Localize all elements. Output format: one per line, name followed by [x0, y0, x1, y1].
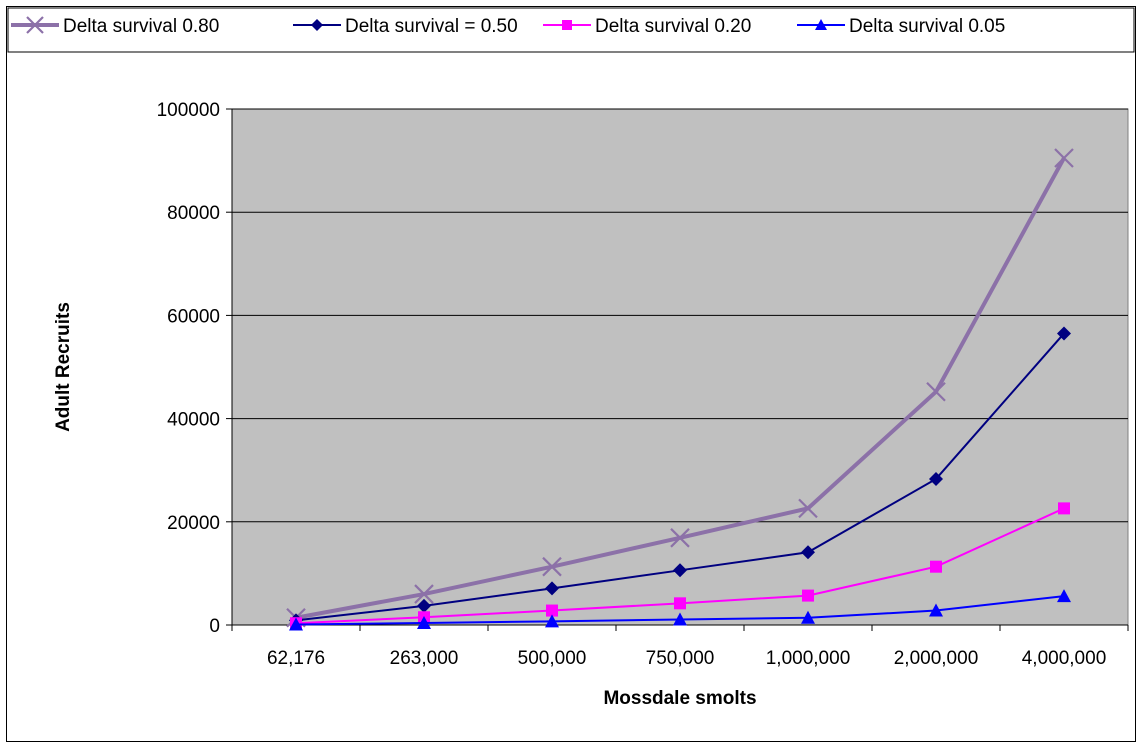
data-point [674, 597, 686, 610]
data-point [929, 603, 943, 617]
data-point [673, 563, 687, 578]
data-point [926, 381, 946, 402]
data-point [1058, 502, 1070, 515]
y-tick-label: 80000 [167, 203, 220, 224]
y-tick-label: 60000 [167, 306, 220, 327]
series [289, 589, 1071, 631]
data-point [542, 556, 562, 577]
y-tick-labels: 0 20000 40000 60000 80000 100000 [157, 100, 220, 637]
x-tick-label: 4,000,000 [1022, 648, 1107, 669]
legend-item: Delta survival 0.20 [543, 16, 751, 37]
chart-frame: Delta survival 0.80 Delta survival = 0.50… [6, 6, 1136, 742]
data-point [417, 616, 431, 630]
data-point [545, 581, 559, 596]
line-chart: Delta survival 0.80 Delta survival = 0.50… [7, 7, 1135, 709]
x-tick-label: 263,000 [390, 648, 459, 669]
data-point [417, 598, 431, 613]
y-axis-label: Adult Recruits [53, 302, 74, 432]
legend-label: Delta survival 0.05 [849, 16, 1005, 37]
data-point [1057, 326, 1071, 341]
data-point [414, 584, 434, 604]
data-point [289, 617, 303, 631]
legend-item: Delta survival = 0.50 [293, 16, 518, 37]
data-point [801, 545, 815, 560]
data-point [673, 612, 687, 626]
data-point [562, 20, 572, 30]
plot-area [231, 108, 1129, 626]
legend: Delta survival 0.80 Delta survival = 0.50… [11, 16, 1005, 37]
data-point [802, 589, 814, 602]
data-point [1054, 148, 1074, 168]
legend-item: Delta survival 0.05 [797, 16, 1005, 37]
x-tick-label: 500,000 [518, 648, 587, 669]
data-point [311, 19, 323, 31]
series [289, 326, 1071, 628]
data-point [1057, 589, 1071, 603]
series [286, 148, 1074, 628]
legend-item: Delta survival 0.80 [11, 16, 219, 37]
data-point [930, 560, 942, 573]
x-tick-labels: 62,176 263,000 500,000 750,000 1,000,000 2,00… [267, 648, 1106, 669]
data-point [801, 610, 815, 624]
y-tick-label: 0 [209, 616, 220, 637]
x-tick-label: 1,000,000 [766, 648, 851, 669]
y-tick-label: 40000 [167, 410, 220, 431]
data-point [545, 614, 559, 628]
x-axis-label: Mossdale smolts [603, 688, 756, 709]
data-point [546, 604, 558, 617]
data-point [929, 471, 943, 486]
data-point [815, 19, 827, 30]
y-tick-label: 100000 [157, 100, 220, 121]
legend-label: Delta survival 0.20 [595, 16, 751, 37]
legend-label: Delta survival = 0.50 [345, 16, 518, 37]
legend-label: Delta survival 0.80 [63, 16, 219, 37]
data-point [670, 528, 690, 548]
data-point [798, 498, 818, 519]
series-group [286, 148, 1074, 631]
x-tick-label: 750,000 [646, 648, 715, 669]
y-tick-label: 20000 [167, 513, 220, 534]
x-tick-label: 62,176 [267, 648, 325, 669]
data-point [26, 16, 44, 34]
x-tick-label: 2,000,000 [894, 648, 979, 669]
